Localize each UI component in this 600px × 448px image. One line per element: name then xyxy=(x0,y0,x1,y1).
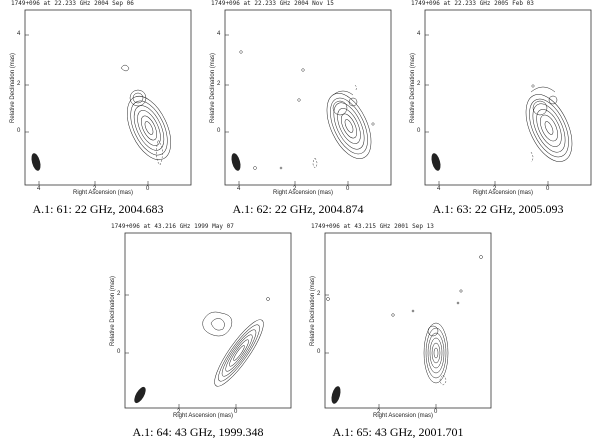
tick-marks xyxy=(25,34,149,185)
jet-contours xyxy=(525,86,573,162)
contour-map xyxy=(324,232,492,409)
x-tick-label: 2 xyxy=(493,186,497,192)
y-axis-label: Relative Declination (mas) xyxy=(210,52,216,123)
figure-panel-61: 1749+096 at 22.233 GHz 2004 Sep 06 Relat… xyxy=(3,0,193,225)
x-axis-label: Right Ascension (mas) xyxy=(172,413,234,419)
jet-contours xyxy=(120,64,171,160)
panel-caption: A.1: 62: 22 GHz, 2004.874 xyxy=(232,202,364,216)
noise-blobs xyxy=(239,50,375,170)
panel-caption: A.1: 64: 43 GHz, 1999.348 xyxy=(132,425,264,439)
y-axis-label: Relative Declination (mas) xyxy=(310,275,316,346)
x-axis-label: Right Ascension (mas) xyxy=(372,413,434,419)
beam-ellipse xyxy=(331,386,341,404)
x-axis-label: Right Ascension (mas) xyxy=(272,190,334,196)
y-axis-label: Relative Declination (mas) xyxy=(410,52,416,123)
y-axis-label: Relative Declination (mas) xyxy=(10,52,16,123)
beam-ellipse xyxy=(134,386,146,404)
jet-contours xyxy=(326,90,372,159)
y-tick-label: 0 xyxy=(317,349,321,355)
y-tick-label: 2 xyxy=(117,291,121,297)
contour-map xyxy=(124,232,292,409)
x-axis-label: Right Ascension (mas) xyxy=(472,190,534,196)
y-tick-label: 2 xyxy=(417,81,421,87)
figure-panel-65: 1749+096 at 43.215 GHz 2001 Sep 13 Relat… xyxy=(303,223,493,448)
y-axis-label: Relative Declination (mas) xyxy=(110,275,116,346)
y-tick-label: 0 xyxy=(217,128,221,134)
panel-title: 1749+096 at 22.233 GHz 2004 Nov 15 xyxy=(211,0,334,7)
beam-ellipse xyxy=(431,153,441,171)
x-tick-label: 0 xyxy=(234,409,238,415)
x-tick-label: 0 xyxy=(146,186,150,192)
y-tick-label: 2 xyxy=(317,291,321,297)
panel-title: 1749+096 at 43.216 GHz 1999 May 07 xyxy=(111,223,234,230)
panel-title: 1749+096 at 22.233 GHz 2005 Feb 03 xyxy=(411,0,534,7)
y-tick-label: 0 xyxy=(417,128,421,134)
y-tick-label: 2 xyxy=(217,81,221,87)
y-tick-label: 0 xyxy=(17,128,21,134)
x-axis-label: Right Ascension (mas) xyxy=(72,190,134,196)
x-tick-label: 4 xyxy=(437,186,441,192)
negative-contour xyxy=(156,139,163,166)
x-tick-label: 2 xyxy=(293,186,297,192)
panel-title: 1749+096 at 43.215 GHz 2001 Sep 13 xyxy=(311,223,434,230)
contour-map xyxy=(24,9,192,186)
x-tick-label: 0 xyxy=(346,186,350,192)
y-tick-label: 4 xyxy=(417,31,421,37)
x-tick-label: 2 xyxy=(377,409,381,415)
x-tick-label: 0 xyxy=(546,186,550,192)
x-tick-label: 4 xyxy=(237,186,241,192)
x-tick-label: 4 xyxy=(37,186,41,192)
y-tick-label: 4 xyxy=(17,31,21,37)
x-tick-label: 0 xyxy=(434,409,438,415)
x-tick-label: 2 xyxy=(177,409,181,415)
contour-map xyxy=(224,9,392,186)
figure-panel-62: 1749+096 at 22.233 GHz 2004 Nov 15 Relat… xyxy=(203,0,393,225)
jet-contours xyxy=(326,255,483,384)
contour-map xyxy=(424,9,592,186)
beam-ellipse xyxy=(231,153,241,171)
figure-panel-64: 1749+096 at 43.216 GHz 1999 May 07 Relat… xyxy=(103,223,293,448)
x-tick-label: 2 xyxy=(93,186,97,192)
figure-panel-63: 1749+096 at 22.233 GHz 2005 Feb 03 Relat… xyxy=(403,0,593,225)
panel-caption: A.1: 63: 22 GHz, 2005.093 xyxy=(432,202,564,216)
jet-contours xyxy=(202,297,270,387)
panel-caption: A.1: 65: 43 GHz, 2001.701 xyxy=(332,425,464,439)
panel-title: 1749+096 at 22.233 GHz 2004 Sep 06 xyxy=(11,0,134,7)
y-tick-label: 0 xyxy=(117,349,121,355)
panel-caption: A.1: 61: 22 GHz, 2004.683 xyxy=(32,202,164,216)
y-tick-label: 4 xyxy=(217,31,221,37)
beam-ellipse xyxy=(31,153,41,171)
y-tick-label: 2 xyxy=(17,81,21,87)
